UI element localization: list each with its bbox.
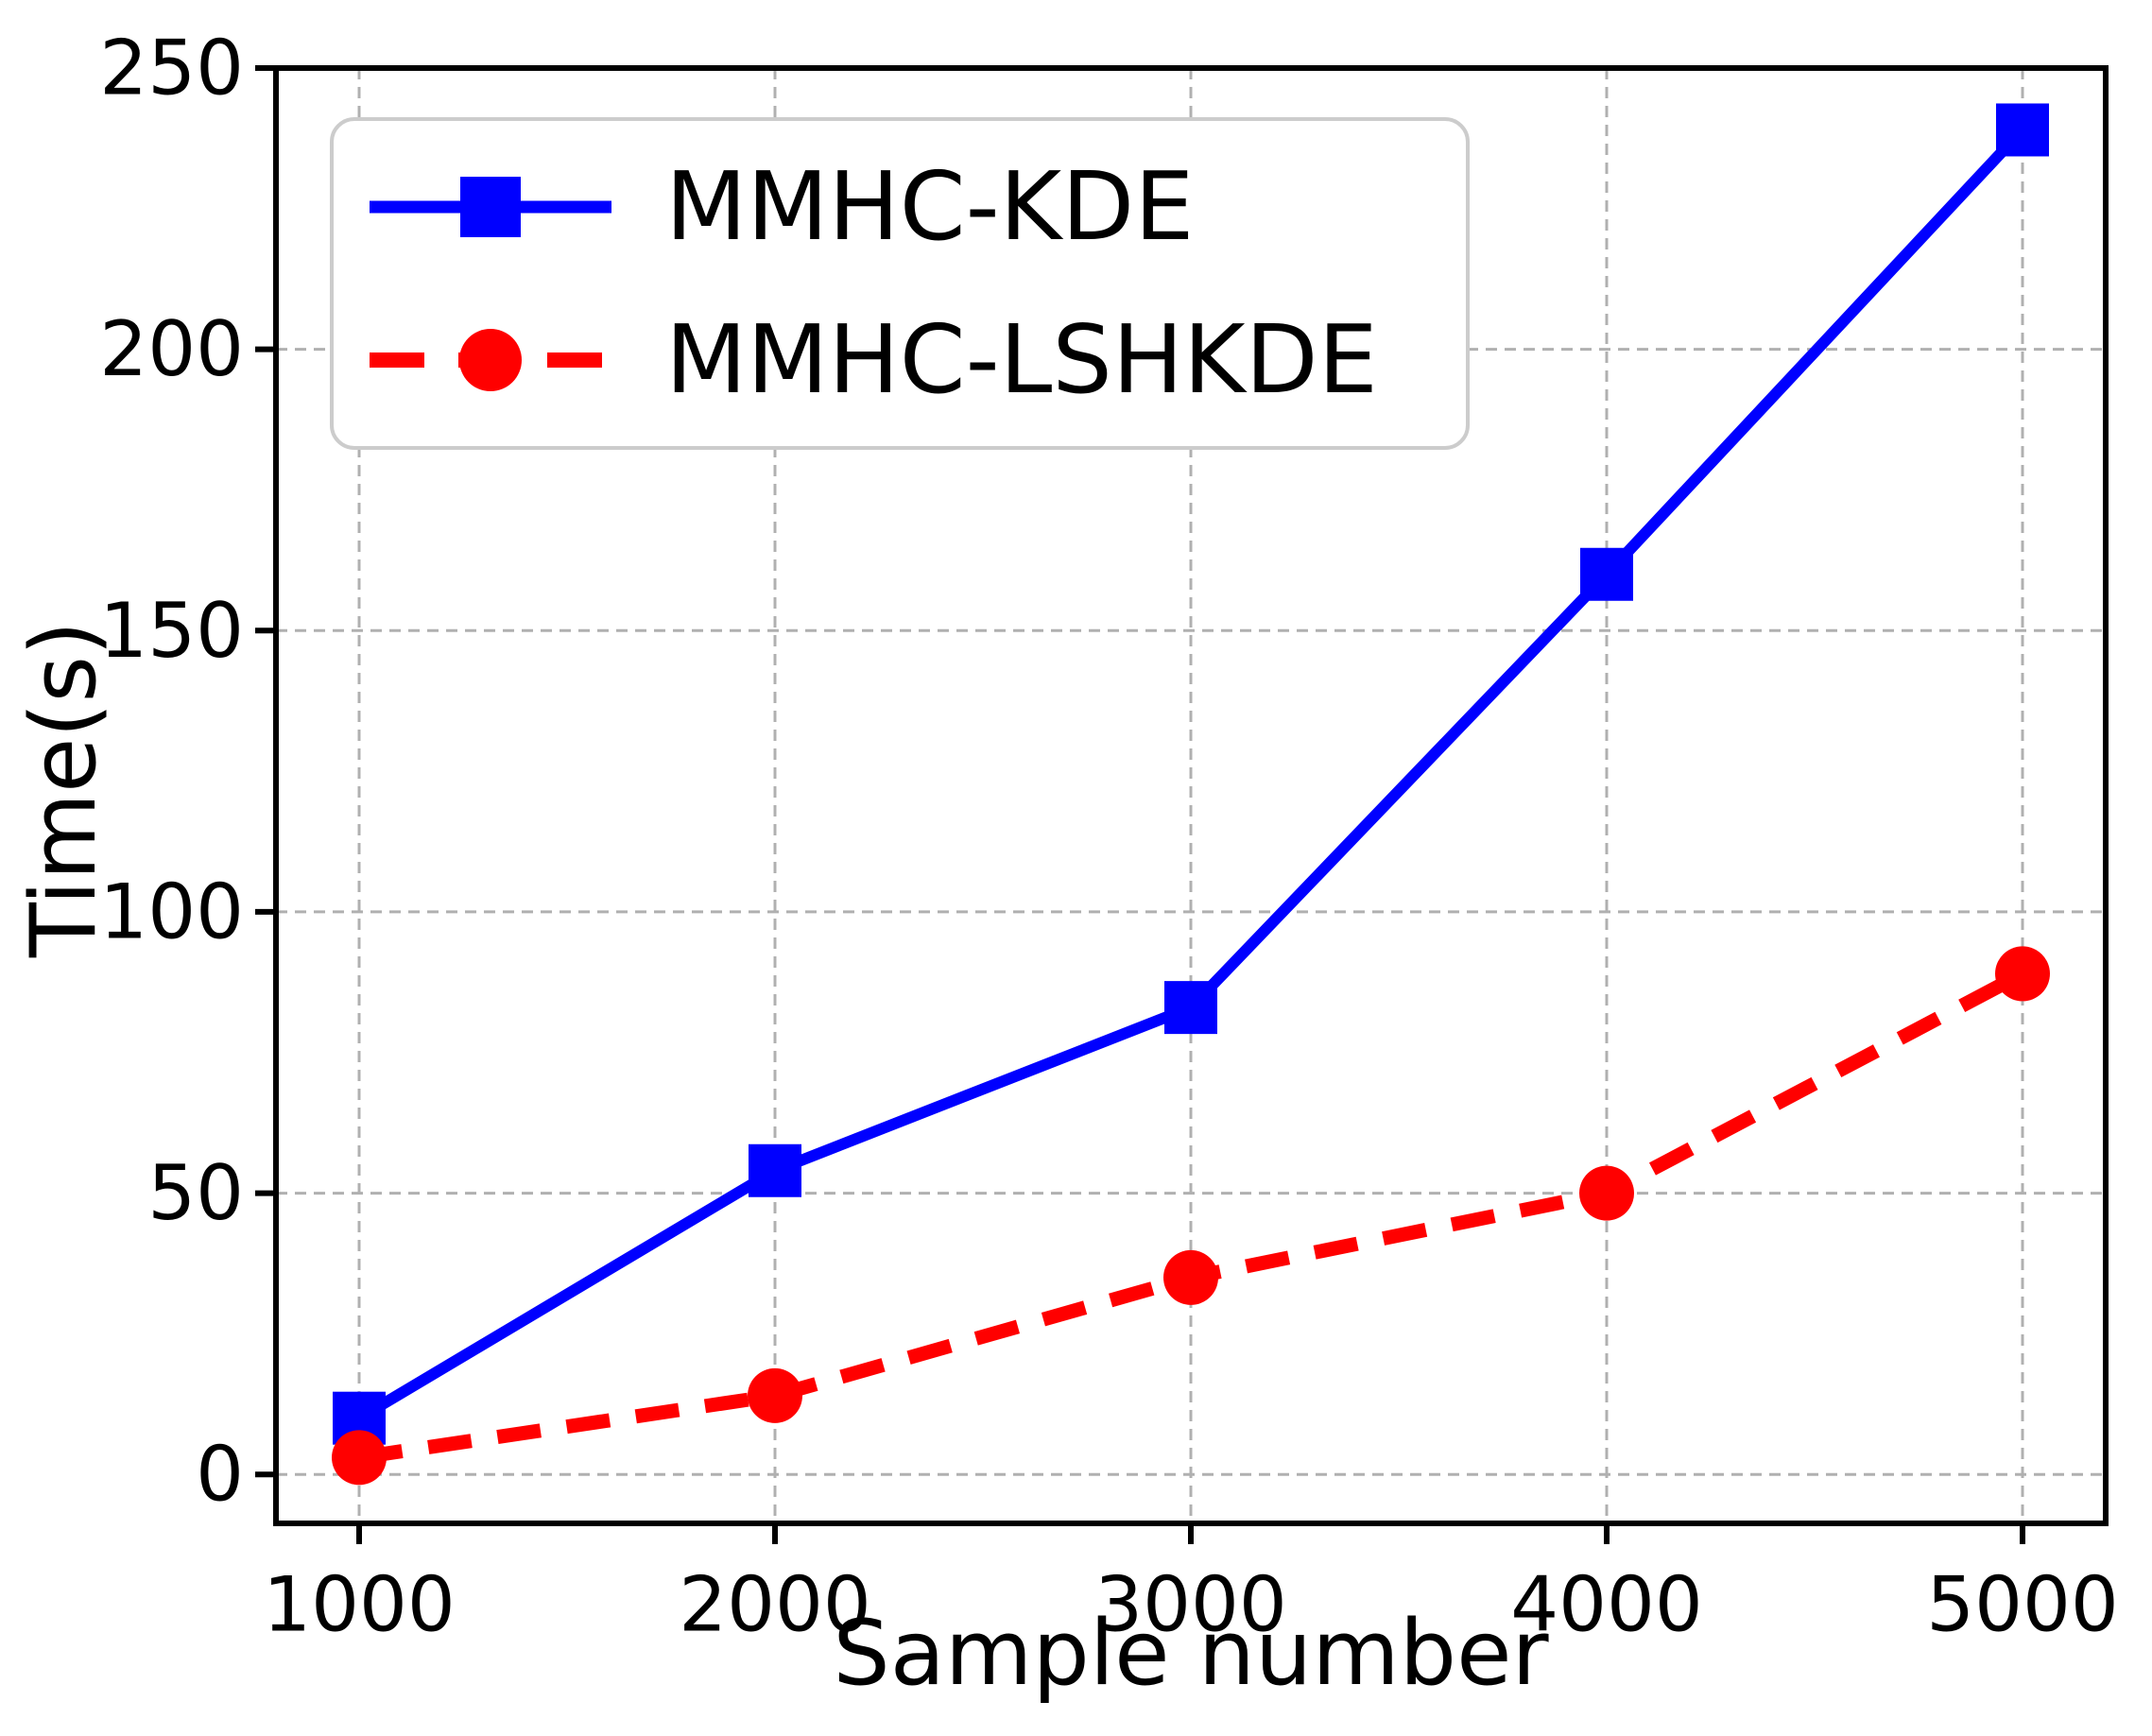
data-point-square-MMHC-KDE [749,1143,801,1197]
x-axis-label: Sample number [833,1602,1549,1706]
data-point-circle-MMHC-LSHKDE [1579,1165,1634,1221]
y-tick-label: 100 [99,868,244,955]
data-point-circle-MMHC-LSHKDE [1163,1249,1218,1305]
y-tick-label: 0 [196,1431,244,1519]
legend-label: MMHC-LSHKDE [665,304,1378,415]
x-tick-label: 4000 [1510,1561,1703,1649]
data-series [332,103,2050,1486]
y-tick-label: 150 [99,587,244,675]
series-line-MMHC-LSHKDE [357,967,2026,1465]
data-point-square-MMHC-KDE [1996,103,2049,157]
axis-ticks [255,65,2025,1544]
data-point-circle-MMHC-LSHKDE [1995,946,2050,1002]
data-point-square-MMHC-KDE [1164,981,1217,1035]
legend-item-mmhc-kde: MMHC-KDE [334,160,1466,254]
data-point-circle-MMHC-LSHKDE [332,1430,387,1486]
y-axis-label: Time(s) [12,621,116,958]
data-point-square-MMHC-KDE [1580,547,1633,601]
y-tick-label: 250 [99,25,244,112]
x-tick-label: 1000 [263,1561,456,1649]
data-point-circle-MMHC-LSHKDE [748,1367,802,1423]
legend: MMHC-KDE MMHC-LSHKDE [330,117,1470,450]
x-tick-label: 5000 [1926,1561,2119,1649]
x-tick-label: 3000 [1094,1561,1287,1649]
y-tick-label: 200 [99,305,244,393]
legend-sample-solid-square-icon [370,177,611,237]
legend-sample-dashed-circle-icon [370,329,611,391]
tick-labels: 1000 2000 3000 4000 5000 0 50 100 150 200 250 [99,25,2119,1649]
legend-label: MMHC-KDE [665,151,1195,262]
x-tick-label: 2000 [679,1561,871,1649]
y-tick-label: 50 [147,1149,244,1237]
legend-item-mmhc-lshkde: MMHC-LSHKDE [334,313,1466,407]
